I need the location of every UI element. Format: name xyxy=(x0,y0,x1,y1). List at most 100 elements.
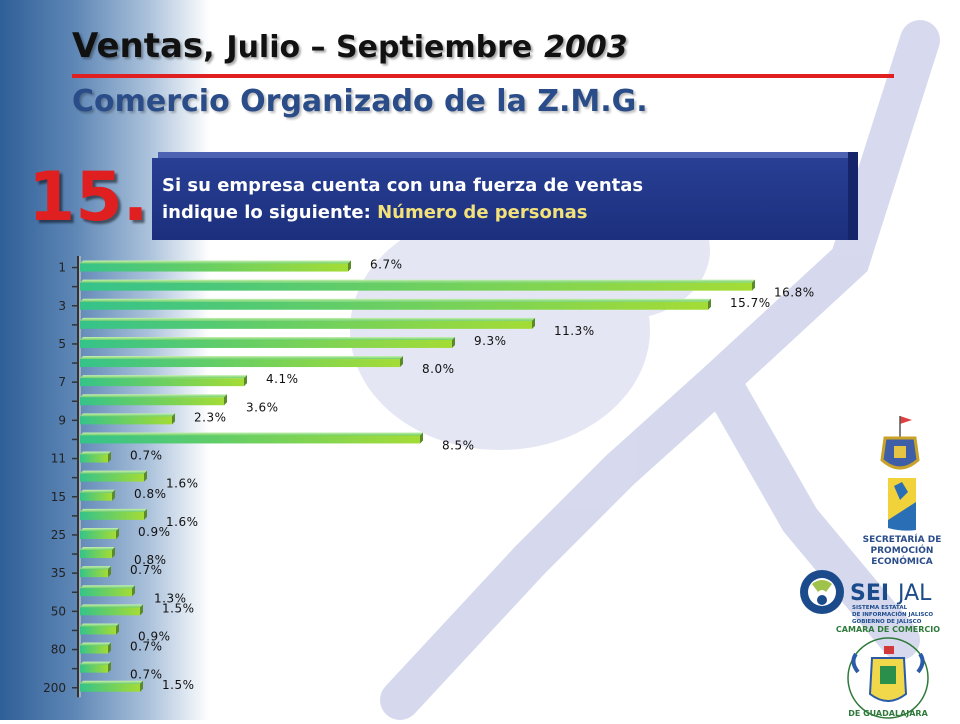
bar-value-label: 0.7% xyxy=(130,640,163,654)
bar-top-face xyxy=(80,317,535,321)
bar-side-face xyxy=(244,375,247,387)
bar-side-face xyxy=(224,394,227,406)
bar-value-label: 0.7% xyxy=(130,563,163,577)
bar xyxy=(80,397,224,406)
bar-side-face xyxy=(532,317,535,329)
bar-top-face xyxy=(80,489,115,493)
bar xyxy=(80,378,244,387)
bar-value-label: 9.3% xyxy=(474,334,507,348)
bar-top-face xyxy=(80,604,143,608)
bar xyxy=(80,645,108,654)
bar xyxy=(80,473,144,482)
bar xyxy=(80,626,116,635)
bar-top-face xyxy=(80,470,147,474)
bar xyxy=(80,550,112,559)
bar-value-label: 8.0% xyxy=(422,362,455,376)
bar-side-face xyxy=(140,604,143,616)
bar-top-face xyxy=(80,336,455,340)
camara-comercio-seal-icon xyxy=(847,637,929,719)
bar xyxy=(80,683,140,692)
bar-value-label: 11.3% xyxy=(554,324,595,338)
spe-line-2: PROMOCIÓN xyxy=(871,544,934,556)
question-line-1: Si su empresa cuenta con una fuerza de v… xyxy=(162,175,644,196)
y-tick-label: 9 xyxy=(58,413,66,427)
bar-value-label: 3.6% xyxy=(246,400,279,414)
logos-panel: SECRETARÍA DE PROMOCIÓN ECONÓMICA SEI JA… xyxy=(790,410,960,720)
bar xyxy=(80,588,132,597)
bar-side-face xyxy=(172,413,175,425)
bar-top-face xyxy=(80,279,755,283)
bar-top-face xyxy=(80,508,147,512)
question-highlight: Número de personas xyxy=(377,202,588,223)
bar-side-face xyxy=(112,489,115,501)
bar-top-face xyxy=(80,394,227,398)
bar xyxy=(80,320,532,329)
seijal-rest: JAL xyxy=(896,581,932,606)
bar xyxy=(80,664,108,673)
bar-value-label: 2.3% xyxy=(194,410,227,424)
seijal-sub-3: GOBIERNO DE JALISCO xyxy=(852,619,922,625)
bar xyxy=(80,454,108,463)
y-tick-label: 80 xyxy=(51,643,66,657)
bar-top-face xyxy=(80,623,119,627)
bar-value-label: 0.7% xyxy=(130,668,163,682)
question-line-2: indique lo siguiente: Número de personas xyxy=(162,202,588,223)
bar-value-label: 1.3% xyxy=(154,591,187,605)
bar-value-label: 15.7% xyxy=(730,296,771,310)
page-title: Ventas, Julio – Septiembre 2003 xyxy=(72,26,628,66)
bar xyxy=(80,607,140,616)
bar-side-face xyxy=(144,508,147,520)
bar xyxy=(80,530,116,539)
bar-top-face xyxy=(80,375,247,379)
question-number: 15. xyxy=(28,158,149,237)
y-tick-label: 5 xyxy=(58,337,66,351)
y-tick-label: 50 xyxy=(51,604,66,618)
bar-top-face xyxy=(80,680,143,684)
seijal-bold: SEI xyxy=(850,581,889,606)
bar-side-face xyxy=(708,298,711,310)
bar-side-face xyxy=(108,642,111,654)
bar-value-label: 16.8% xyxy=(774,286,815,300)
y-tick-label: 3 xyxy=(58,299,66,313)
bar-top-face xyxy=(80,527,119,531)
bar-side-face xyxy=(116,623,119,635)
bar-side-face xyxy=(144,470,147,482)
question-box xyxy=(152,158,848,240)
seijal-logo-icon xyxy=(800,570,844,614)
bar-chart: 135791115253550802006.7%16.8%15.7%11.3%9… xyxy=(43,256,815,698)
bar-side-face xyxy=(108,451,111,463)
bar xyxy=(80,569,108,578)
bar-value-label: 1.6% xyxy=(166,477,199,491)
bar xyxy=(80,282,752,291)
y-tick-label: 200 xyxy=(43,681,66,695)
bar-side-face xyxy=(108,661,111,673)
bar-side-face xyxy=(112,547,115,559)
bar xyxy=(80,435,420,444)
bar-value-label: 1.5% xyxy=(162,678,195,692)
bar xyxy=(80,359,400,368)
bar-value-label: 6.7% xyxy=(370,258,403,272)
bar-top-face xyxy=(80,432,423,436)
bar-side-face xyxy=(752,279,755,291)
bar-value-label: 4.1% xyxy=(266,372,299,386)
bar-side-face xyxy=(420,432,423,444)
bar-value-label: 0.9% xyxy=(138,629,171,643)
y-tick-label: 25 xyxy=(51,528,66,542)
jalisco-shield-icon xyxy=(880,416,920,470)
bar-side-face xyxy=(108,566,111,578)
bar-value-label: 0.7% xyxy=(130,449,163,463)
bar-top-face xyxy=(80,451,111,455)
spe-line-3: ECONÓMICA xyxy=(871,555,932,567)
bar-side-face xyxy=(116,527,119,539)
y-tick-label: 11 xyxy=(51,452,66,466)
bar-top-face xyxy=(80,413,175,417)
bar-value-label: 0.8% xyxy=(134,487,167,501)
bar-value-label: 0.8% xyxy=(134,553,167,567)
camara-top-text: CAMARA DE COMERCIO xyxy=(836,625,940,634)
question-text: Si su empresa cuenta con una fuerza de v… xyxy=(162,172,842,226)
bar-top-face xyxy=(80,661,111,665)
spe-line-1: SECRETARÍA DE xyxy=(863,533,942,545)
bar-value-label: 1.6% xyxy=(166,515,199,529)
bar-side-face xyxy=(400,356,403,368)
bar-value-label: 0.9% xyxy=(138,525,171,539)
